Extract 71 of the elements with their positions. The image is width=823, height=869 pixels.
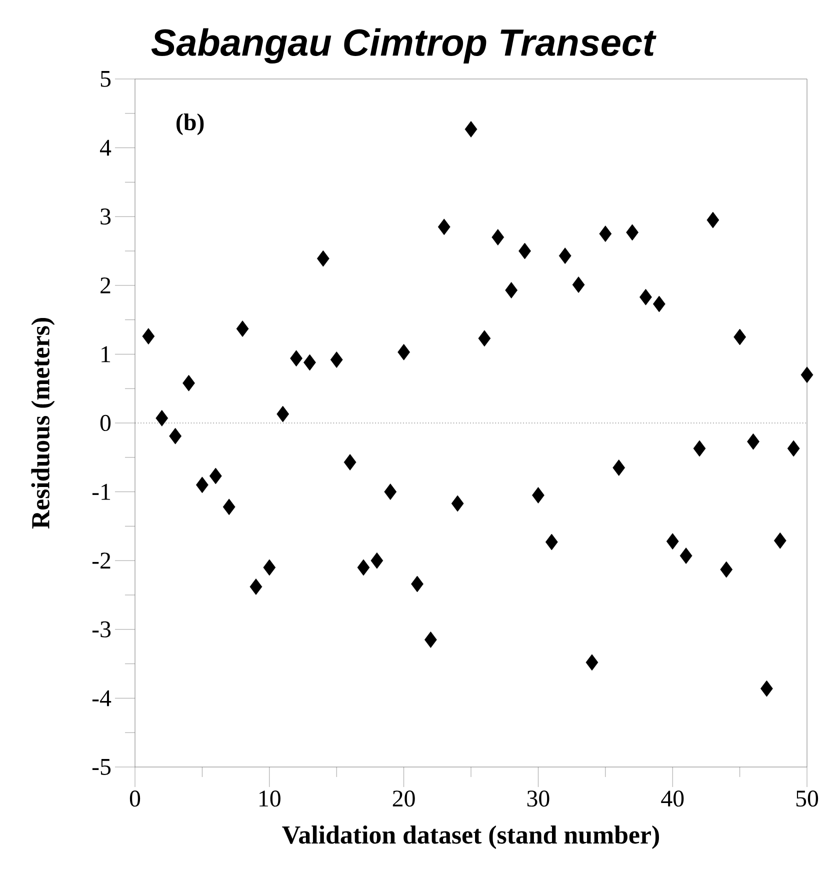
point bbox=[250, 578, 262, 595]
point bbox=[357, 559, 370, 576]
point bbox=[370, 552, 384, 569]
y-tick-label: 4 bbox=[100, 140, 112, 156]
y-axis-title: Residuous (meters) bbox=[31, 318, 55, 529]
point bbox=[558, 248, 572, 264]
point bbox=[330, 352, 343, 368]
point bbox=[734, 328, 746, 346]
y-tick-label: 2 bbox=[100, 277, 110, 294]
y-tick-label: -4 bbox=[92, 690, 112, 706]
point bbox=[169, 428, 182, 444]
point bbox=[693, 440, 706, 457]
point bbox=[142, 328, 155, 345]
point bbox=[344, 454, 356, 470]
y-tick-label: 5 bbox=[100, 71, 111, 87]
point bbox=[156, 410, 168, 426]
point bbox=[518, 242, 531, 260]
point bbox=[626, 224, 638, 241]
point bbox=[666, 533, 679, 550]
y-tick-label: -3 bbox=[92, 621, 111, 638]
y-tick-label: 0 bbox=[100, 414, 111, 432]
point bbox=[706, 212, 720, 228]
point bbox=[760, 680, 773, 697]
point bbox=[599, 226, 612, 242]
point bbox=[787, 440, 800, 457]
point bbox=[263, 559, 276, 576]
point bbox=[316, 250, 330, 267]
point bbox=[398, 344, 410, 360]
point bbox=[720, 561, 733, 578]
x-tick-label: 0 bbox=[130, 790, 140, 807]
point bbox=[464, 121, 478, 138]
point bbox=[747, 433, 760, 450]
point bbox=[505, 282, 518, 298]
x-tick-label: 50 bbox=[796, 790, 818, 807]
y-tick-label: 1 bbox=[102, 346, 110, 362]
chart-title: Sabangau Cimtrop Transect bbox=[151, 28, 656, 64]
point bbox=[196, 476, 208, 494]
point bbox=[276, 406, 290, 422]
point bbox=[222, 498, 236, 516]
point bbox=[478, 330, 491, 347]
point bbox=[451, 495, 464, 512]
point bbox=[586, 654, 598, 671]
point bbox=[304, 354, 316, 371]
point bbox=[532, 487, 544, 504]
point bbox=[424, 632, 437, 648]
x-tick-label: 20 bbox=[392, 790, 415, 807]
point bbox=[652, 296, 666, 312]
x-axis-title: Validation dataset (stand number) bbox=[282, 826, 659, 849]
point bbox=[438, 218, 450, 236]
x-tick-label: 30 bbox=[527, 790, 550, 807]
y-tick-label: -5 bbox=[92, 759, 111, 775]
point bbox=[800, 366, 814, 384]
point bbox=[680, 548, 692, 564]
point bbox=[209, 468, 222, 484]
point bbox=[640, 288, 652, 306]
x-tick-label: 40 bbox=[661, 790, 684, 807]
y-tick-label: -1 bbox=[92, 484, 110, 500]
point bbox=[182, 374, 195, 392]
point bbox=[612, 460, 626, 476]
point bbox=[545, 534, 558, 550]
annotation: (b) bbox=[176, 113, 204, 136]
point bbox=[774, 532, 786, 549]
y-tick-label: 3 bbox=[100, 208, 111, 225]
point bbox=[492, 229, 504, 246]
point bbox=[411, 576, 424, 592]
y-tick-label: -2 bbox=[92, 552, 110, 569]
point bbox=[236, 320, 249, 337]
point bbox=[572, 276, 585, 293]
point bbox=[290, 350, 302, 367]
point bbox=[384, 484, 397, 500]
x-tick-label: 10 bbox=[260, 790, 280, 807]
